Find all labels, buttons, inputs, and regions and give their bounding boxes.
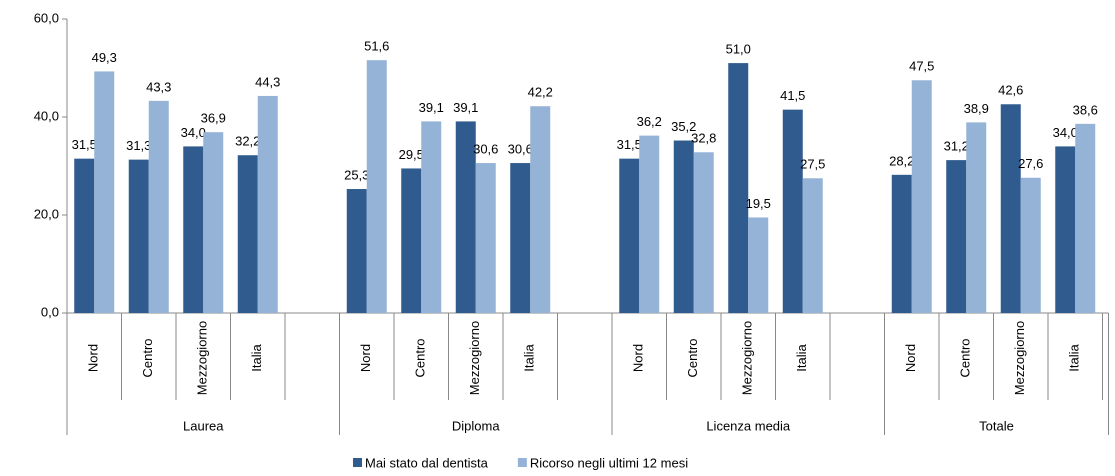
data-label: 39,1	[419, 100, 444, 115]
x-tick-label: Italia	[522, 344, 537, 372]
data-label: 51,6	[364, 39, 389, 54]
data-label: 43,3	[146, 79, 171, 94]
bar	[911, 80, 932, 313]
bar	[421, 121, 442, 313]
data-label: 38,6	[1073, 102, 1098, 117]
x-tick-label: Nord	[86, 344, 101, 372]
data-label: 36,2	[637, 114, 662, 129]
x-tick-label: Mezzogiorno	[467, 321, 482, 395]
data-label: 51,0	[726, 42, 751, 57]
x-tick-label: Nord	[903, 344, 918, 372]
legend-swatch	[517, 458, 527, 467]
x-tick-label: Italia	[1067, 344, 1082, 372]
data-label: 36,9	[201, 111, 226, 126]
x-tick-label: Mezzogiorno	[195, 321, 210, 395]
x-tick-label: Centro	[685, 338, 700, 377]
x-tick-label: Nord	[358, 344, 373, 372]
bar	[366, 60, 387, 313]
bar	[619, 158, 640, 313]
bar	[401, 168, 422, 313]
bar	[1000, 104, 1021, 313]
x-tick-label: Centro	[958, 338, 973, 377]
bar	[1020, 177, 1041, 313]
bar	[693, 152, 714, 313]
x-tick-label: Centro	[140, 338, 155, 377]
data-label: 30,6	[473, 141, 498, 156]
x-tick-label: Mezzogiorno	[1012, 321, 1027, 395]
group-label: Laurea	[183, 418, 224, 433]
data-label: 49,3	[92, 50, 117, 65]
x-tick-label: Nord	[631, 344, 646, 372]
bar	[782, 109, 803, 314]
data-label: 31,3	[126, 138, 151, 153]
data-label: 32,2	[235, 134, 260, 149]
group-label: Licenza media	[706, 418, 791, 433]
legend-label: Mai stato dal dentista	[365, 455, 489, 470]
data-label: 39,1	[453, 100, 478, 115]
data-label: 25,3	[344, 167, 369, 182]
bar	[74, 158, 95, 313]
bar	[94, 71, 115, 314]
bar	[455, 121, 476, 313]
y-tick-label: 60,0	[34, 10, 59, 25]
bar	[728, 63, 749, 313]
bar	[203, 132, 224, 313]
bar	[946, 160, 967, 313]
bar	[673, 140, 694, 313]
data-label: 42,6	[998, 83, 1023, 98]
group-label: Totale	[979, 418, 1014, 433]
legend-swatch	[353, 458, 362, 467]
bar	[346, 189, 367, 313]
x-tick-label: Italia	[794, 344, 809, 372]
x-tick-label: Mezzogiorno	[740, 321, 755, 395]
bar	[148, 100, 169, 313]
data-label: 41,5	[780, 88, 805, 103]
data-label: 34,0	[1053, 125, 1078, 140]
y-tick-label: 40,0	[34, 108, 59, 123]
data-label: 31,5	[72, 137, 97, 152]
bar	[128, 159, 149, 313]
data-label: 42,2	[528, 85, 553, 100]
bar	[1075, 123, 1096, 313]
data-label: 34,0	[181, 125, 206, 140]
data-label: 27,5	[800, 157, 825, 172]
bar	[237, 155, 258, 313]
bar	[1055, 146, 1076, 313]
bar	[510, 163, 531, 313]
data-label: 32,8	[691, 131, 716, 146]
legend-label: Ricorso negli ultimi 12 mesi	[530, 455, 688, 470]
data-label: 19,5	[746, 196, 771, 211]
data-label: 27,6	[1018, 156, 1043, 171]
data-label: 35,2	[671, 119, 696, 134]
x-tick-label: Centro	[413, 338, 428, 377]
data-label: 31,5	[617, 137, 642, 152]
data-label: 44,3	[255, 74, 280, 89]
bar	[257, 95, 278, 314]
group-label: Diploma	[452, 418, 500, 433]
data-label: 29,5	[399, 147, 424, 162]
bar	[639, 135, 660, 313]
bar	[748, 217, 769, 313]
data-label: 31,2	[944, 139, 969, 154]
x-tick-label: Italia	[249, 344, 264, 372]
data-label: 30,6	[508, 141, 533, 156]
data-label: 28,2	[889, 153, 914, 168]
y-tick-label: 0,0	[41, 304, 59, 319]
bar	[891, 174, 912, 313]
bar	[530, 106, 551, 313]
bar	[475, 163, 496, 313]
data-label: 38,9	[964, 101, 989, 116]
bar	[802, 178, 823, 313]
y-tick-label: 20,0	[34, 206, 59, 221]
bar	[183, 146, 204, 313]
bar	[966, 122, 987, 313]
data-label: 47,5	[909, 59, 934, 74]
